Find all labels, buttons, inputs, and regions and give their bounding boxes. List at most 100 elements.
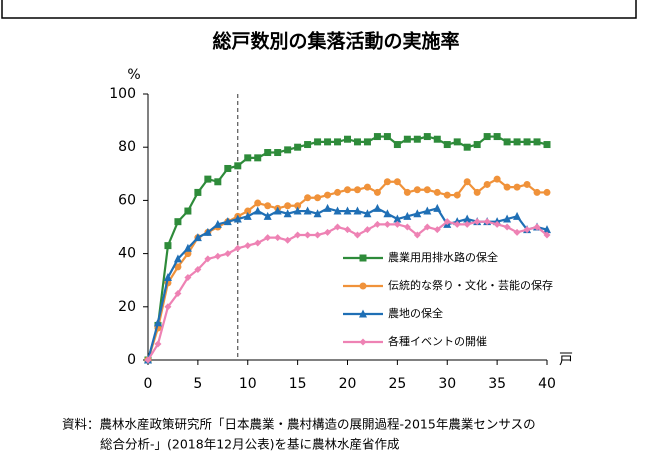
marker [353,138,361,146]
marker [194,266,202,274]
marker [533,223,541,231]
marker [503,214,512,223]
marker [244,207,252,215]
marker [433,226,441,234]
marker [533,138,541,146]
marker [284,236,292,244]
marker [344,186,352,194]
marker [173,254,182,263]
marker [523,180,531,188]
marker [264,234,272,242]
marker [423,206,432,215]
marker [463,178,471,186]
marker [164,242,172,250]
marker [203,227,212,236]
marker [214,178,222,186]
marker [243,211,252,220]
marker [283,209,292,218]
marker [463,220,471,228]
marker [363,226,371,234]
x-tick-label: 10 [239,376,257,392]
marker [443,141,451,149]
y-tick-label: 60 [118,192,136,208]
marker [234,162,242,170]
marker [503,138,511,146]
marker [543,231,551,239]
marker [483,218,491,226]
marker [453,191,461,199]
marker [359,282,367,290]
marker [264,202,272,210]
marker [334,138,342,146]
marker [423,223,431,231]
marker [463,143,471,151]
marker [403,223,411,231]
marker [274,149,282,157]
marker [323,203,332,212]
y-unit: % [127,67,140,83]
marker [194,188,202,196]
marker [184,274,192,282]
marker [353,186,361,194]
marker [343,206,352,215]
marker [373,188,381,196]
marker [164,303,172,311]
marker [383,209,392,218]
x-tick-label: 40 [538,376,556,392]
marker [423,186,431,194]
marker [233,214,242,223]
marker [493,220,501,228]
marker [373,133,381,141]
marker [363,138,371,146]
marker [443,191,451,199]
frame [1,0,637,19]
marker [353,206,362,215]
marker [493,175,501,183]
marker [473,218,481,226]
marker [393,178,401,186]
marker [274,234,282,242]
marker [304,141,312,149]
x-tick-label: 20 [339,376,357,392]
marker [314,138,322,146]
marker [223,217,232,226]
y-tick-label: 20 [118,299,136,315]
legend-label: 伝統的な祭り・文化・芸能の保存 [388,278,553,292]
marker [359,254,367,262]
marker [413,209,422,218]
marker [334,188,342,196]
marker [213,219,222,228]
marker [383,133,391,141]
marker [303,206,312,215]
marker [383,178,391,186]
marker [174,218,182,226]
marker [293,206,302,215]
marker [503,223,511,231]
marker [503,183,511,191]
marker [523,138,531,146]
marker [184,250,192,258]
marker [334,223,342,231]
marker [533,188,541,196]
marker [513,138,521,146]
marker [304,231,312,239]
marker [359,338,367,346]
marker [244,154,252,162]
x-tick-label: 0 [144,376,153,392]
marker [314,231,322,239]
marker [184,207,192,215]
marker [183,243,192,252]
x-tick-label: 25 [388,376,406,392]
y-tick-label: 40 [118,246,136,262]
marker [543,188,551,196]
marker [413,231,421,239]
marker [373,220,381,228]
marker [433,203,442,212]
marker [254,154,262,162]
marker [284,202,292,210]
marker [353,231,361,239]
marker [324,191,332,199]
marker [174,290,182,297]
series-line [146,135,548,361]
y-tick-label: 100 [109,86,136,102]
